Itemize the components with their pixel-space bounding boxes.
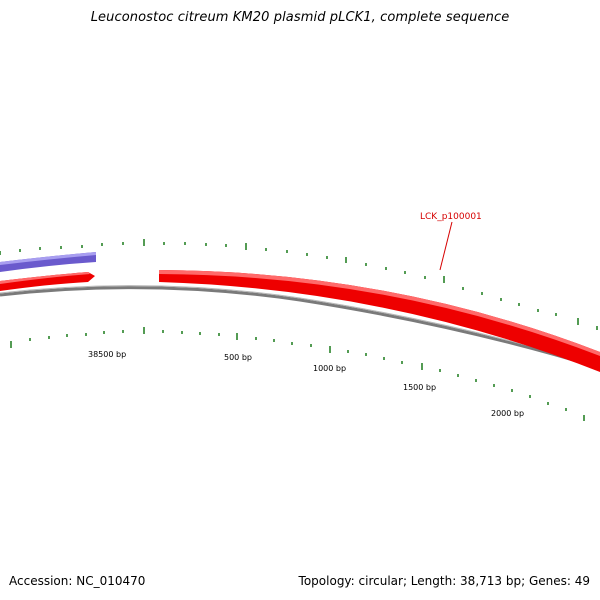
forward-gene-arrow-left-highlight	[0, 272, 90, 284]
plasmid-backbone-shadow	[0, 285, 600, 367]
tick-label-2000: 2000 bp	[491, 409, 524, 418]
gene-label-leader	[439, 221, 453, 271]
tick-label-1000: 1000 bp	[313, 364, 346, 373]
topology-summary: Topology: circular; Length: 38,713 bp; G…	[298, 574, 590, 588]
accession-text: Accession: NC_010470	[9, 574, 146, 588]
reverse-gene-highlight	[0, 252, 96, 265]
plasmid-backbone	[0, 286, 600, 370]
gene-label: LCK_p100001	[420, 212, 482, 222]
tick-label-38500: 38500 bp	[88, 350, 126, 359]
outer-tick-ring	[0, 239, 598, 330]
tick-label-1500: 1500 bp	[403, 383, 436, 392]
inner-tick-ring	[10, 327, 585, 421]
tick-label-500: 500 bp	[224, 353, 252, 362]
map-title: Leuconostoc citreum KM20 plasmid pLCK1, …	[90, 10, 510, 25]
forward-gene-arrow-left[interactable]	[0, 272, 95, 291]
